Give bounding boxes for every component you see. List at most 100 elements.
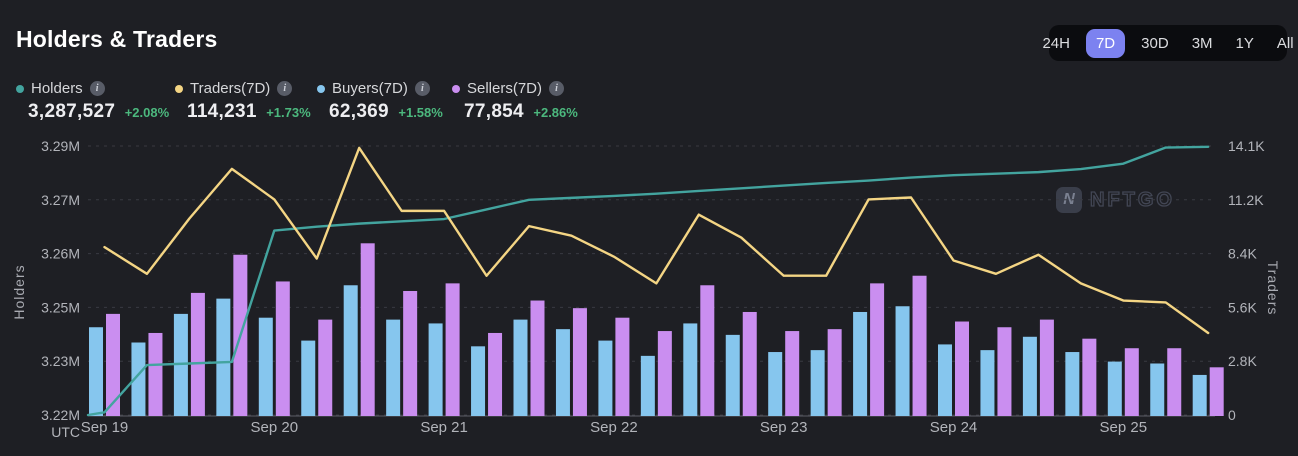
x-axis-label: Sep 24 <box>930 419 978 436</box>
sellers-bar[interactable] <box>870 283 885 416</box>
time-range-24h[interactable]: 24H <box>1042 34 1070 52</box>
buyers-bar[interactable] <box>683 323 698 416</box>
sellers-bar[interactable] <box>445 283 460 416</box>
right-axis-tick: 11.2K <box>1228 192 1264 208</box>
sellers-bar[interactable] <box>148 332 163 416</box>
right-axis-tick: 2.8K <box>1228 353 1257 369</box>
sellers-bar[interactable] <box>530 300 545 416</box>
x-axis-label: Sep 22 <box>590 419 638 436</box>
left-axis-tick: 3.25M <box>41 299 80 315</box>
sellers-bar[interactable] <box>1082 338 1097 416</box>
buyers-bar[interactable] <box>301 340 316 416</box>
sellers-bar[interactable] <box>827 329 842 416</box>
left-axis-tick: 3.23M <box>41 353 80 369</box>
holders-color-dot <box>16 84 24 93</box>
time-range-all[interactable]: All <box>1276 34 1294 52</box>
sellers-bar[interactable] <box>657 331 672 416</box>
legend-item-traders[interactable]: Traders(7D) 114,231 +1.73% <box>175 80 311 123</box>
buyers-bar[interactable] <box>938 344 952 416</box>
buyers-bar[interactable] <box>216 298 231 416</box>
sellers-bar[interactable] <box>318 319 333 416</box>
sellers-bar[interactable] <box>615 317 630 416</box>
sellers-bar[interactable] <box>997 327 1012 416</box>
sellers-bar[interactable] <box>700 285 715 416</box>
sellers-bar[interactable] <box>488 332 503 416</box>
legend-item-sellers[interactable]: Sellers(7D) 77,854 +2.86% <box>452 80 578 123</box>
left-axis-tick: 3.27M <box>41 192 80 208</box>
buyers-bar[interactable] <box>428 323 443 416</box>
buyers-change: +1.58% <box>398 105 443 120</box>
traders-info-icon[interactable] <box>277 81 293 96</box>
sellers-info-icon[interactable] <box>549 81 565 96</box>
time-range-1y[interactable]: 1Y <box>1235 34 1254 52</box>
sellers-bar[interactable] <box>275 281 290 416</box>
buyers-bar[interactable] <box>853 311 868 416</box>
traders-line <box>103 146 1210 335</box>
sellers-bar[interactable] <box>1124 348 1139 416</box>
buyers-bar[interactable] <box>598 340 613 416</box>
sellers-bar[interactable] <box>403 290 418 416</box>
buyers-bar[interactable] <box>640 355 655 416</box>
sellers-bar[interactable] <box>1209 367 1224 416</box>
x-axis-label: Sep 23 <box>760 419 808 436</box>
holders-change: +2.08% <box>124 105 170 120</box>
x-axis-label: Sep 25 <box>1100 419 1148 436</box>
sellers-bar[interactable] <box>912 275 927 416</box>
sellers-bar[interactable] <box>742 311 757 416</box>
utc-label: UTC <box>51 424 80 440</box>
sellers-value: 77,854 <box>464 101 524 122</box>
buyers-bar[interactable] <box>343 285 358 416</box>
time-range-switcher: 24H 7D 30D 3M 1Y All <box>1042 25 1294 61</box>
traders-color-dot <box>175 84 183 93</box>
sellers-bar[interactable] <box>190 292 205 416</box>
legend-item-holders[interactable]: Holders 3,287,527 +2.08% <box>16 80 169 123</box>
nftgo-logo-icon: N <box>1056 187 1082 213</box>
sellers-bar[interactable] <box>572 308 587 416</box>
buyers-bar[interactable] <box>810 350 825 416</box>
x-axis-label: Sep 20 <box>251 419 299 436</box>
page-title: Holders & Traders <box>16 26 218 52</box>
sellers-bar[interactable] <box>1167 348 1182 416</box>
buyers-bar[interactable] <box>89 327 103 416</box>
buyers-bar[interactable] <box>471 346 486 416</box>
buyers-bar[interactable] <box>386 319 401 416</box>
sellers-bar[interactable] <box>106 313 120 416</box>
buyers-value: 62,369 <box>329 101 389 122</box>
sellers-bar[interactable] <box>1039 319 1054 416</box>
buyers-bar[interactable] <box>131 342 146 416</box>
buyers-bar[interactable] <box>1065 352 1080 416</box>
buyers-bar[interactable] <box>1107 361 1122 416</box>
holders-info-icon[interactable] <box>89 81 105 96</box>
buyers-bar[interactable] <box>555 329 570 416</box>
time-range-7d[interactable]: 7D <box>1085 28 1126 58</box>
legend-item-buyers[interactable]: Buyers(7D) 62,369 +1.58% <box>317 80 443 123</box>
buyers-bar[interactable] <box>513 319 528 416</box>
buyers-bar[interactable] <box>768 352 783 416</box>
time-range-30d[interactable]: 30D <box>1141 34 1169 52</box>
buyers-bar[interactable] <box>725 334 740 416</box>
sellers-bar[interactable] <box>360 243 375 416</box>
right-axis-tick: 5.6K <box>1228 299 1257 315</box>
left-axis-title: Holders <box>11 264 27 319</box>
buyers-bar[interactable] <box>1150 363 1165 416</box>
traders-legend-label: Traders(7D) <box>190 80 271 97</box>
buyers-bar[interactable] <box>1192 374 1207 416</box>
buyers-bar[interactable] <box>980 350 995 416</box>
right-axis-tick: 8.4K <box>1228 246 1257 262</box>
left-axis-tick: 3.26M <box>41 246 80 262</box>
sellers-bar[interactable] <box>785 331 800 416</box>
buyers-bar[interactable] <box>258 317 273 416</box>
x-axis-label: Sep 21 <box>420 419 468 436</box>
buyers-bar[interactable] <box>1022 336 1037 416</box>
traders-value: 114,231 <box>187 101 257 122</box>
buyers-color-dot <box>317 84 325 93</box>
right-axis-title: Traders <box>1265 261 1281 316</box>
buyers-bar[interactable] <box>895 306 910 416</box>
holders-legend-label: Holders <box>31 80 83 97</box>
sellers-bar[interactable] <box>955 321 969 416</box>
buyers-info-icon[interactable] <box>414 81 430 96</box>
time-range-3m[interactable]: 3M <box>1191 34 1213 52</box>
holders-line <box>86 145 1210 417</box>
